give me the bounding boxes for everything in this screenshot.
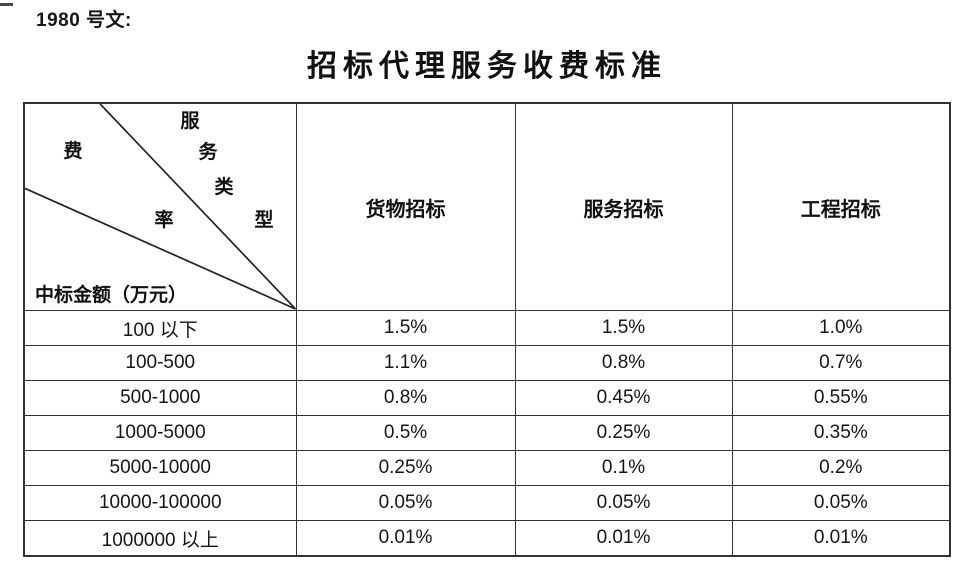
amount-range-cell: 1000000 以上	[23, 520, 297, 557]
corner-service-type-char: 型	[254, 210, 274, 231]
rate-cell: 1.0%	[731, 310, 951, 346]
table-row: 10000-100000 0.05% 0.05% 0.05%	[23, 485, 951, 521]
corner-fee-rate-char: 费	[63, 141, 83, 162]
doc-number-label: 1980 号文:	[36, 10, 132, 31]
rate-cell: 0.5%	[295, 415, 516, 451]
rate-cell: 0.55%	[731, 380, 951, 416]
rate-cell: 0.05%	[295, 485, 516, 521]
table-row: 100-500 1.1% 0.8% 0.7%	[23, 345, 951, 381]
col-header-service-bidding: 服务招标	[514, 102, 733, 311]
corner-service-type-char: 服	[180, 111, 200, 132]
rate-cell: 0.01%	[295, 520, 516, 557]
rate-cell: 0.05%	[731, 485, 951, 521]
header-row: 服 务 类 型 费 率 中标金额（万元） 货物招标 服务招标 工程招标	[23, 102, 951, 311]
rate-cell: 0.25%	[295, 450, 516, 486]
diagonal-divider-lines	[25, 104, 296, 310]
rate-cell: 1.5%	[295, 310, 516, 346]
screen-edge-artifact	[0, 3, 13, 6]
amount-range-cell: 1000-5000	[23, 415, 297, 451]
corner-amount-axis-label: 中标金额（万元）	[35, 285, 188, 306]
amount-range-cell: 5000-10000	[23, 450, 297, 486]
rate-cell: 0.7%	[731, 345, 951, 381]
amount-range-cell: 10000-100000	[23, 485, 297, 521]
rate-cell: 0.8%	[295, 380, 516, 416]
rate-cell: 0.45%	[514, 380, 733, 416]
rate-cell: 0.8%	[514, 345, 733, 381]
table-row: 1000-5000 0.5% 0.25% 0.35%	[23, 415, 951, 451]
rate-cell: 0.01%	[731, 520, 951, 557]
rate-cell: 0.1%	[514, 450, 733, 486]
corner-fee-rate-char: 率	[154, 210, 174, 231]
rate-cell: 1.5%	[514, 310, 733, 346]
corner-service-type-char: 类	[214, 177, 234, 198]
rate-cell: 1.1%	[295, 345, 516, 381]
rate-cell: 0.35%	[731, 415, 951, 451]
rate-cell: 0.05%	[514, 485, 733, 521]
corner-service-type-char: 务	[198, 142, 218, 163]
amount-range-cell: 500-1000	[23, 380, 297, 416]
table-row: 100 以下 1.5% 1.5% 1.0%	[23, 310, 951, 346]
table-row: 1000000 以上 0.01% 0.01% 0.01%	[23, 520, 951, 557]
diagonal-corner-header-cell: 服 务 类 型 费 率 中标金额（万元）	[23, 102, 297, 311]
table-row: 5000-10000 0.25% 0.1% 0.2%	[23, 450, 951, 486]
fee-standard-table: 服 务 类 型 费 率 中标金额（万元） 货物招标 服务招标 工程招标 100 …	[23, 102, 951, 557]
amount-range-cell: 100 以下	[23, 310, 297, 346]
col-header-works-bidding: 工程招标	[731, 102, 951, 311]
table-row: 500-1000 0.8% 0.45% 0.55%	[23, 380, 951, 416]
rate-cell: 0.2%	[731, 450, 951, 486]
rate-cell: 0.01%	[514, 520, 733, 557]
amount-range-cell: 100-500	[23, 345, 297, 381]
col-header-goods-bidding: 货物招标	[295, 102, 516, 311]
rate-cell: 0.25%	[514, 415, 733, 451]
page-title: 招标代理服务收费标准	[307, 50, 667, 83]
